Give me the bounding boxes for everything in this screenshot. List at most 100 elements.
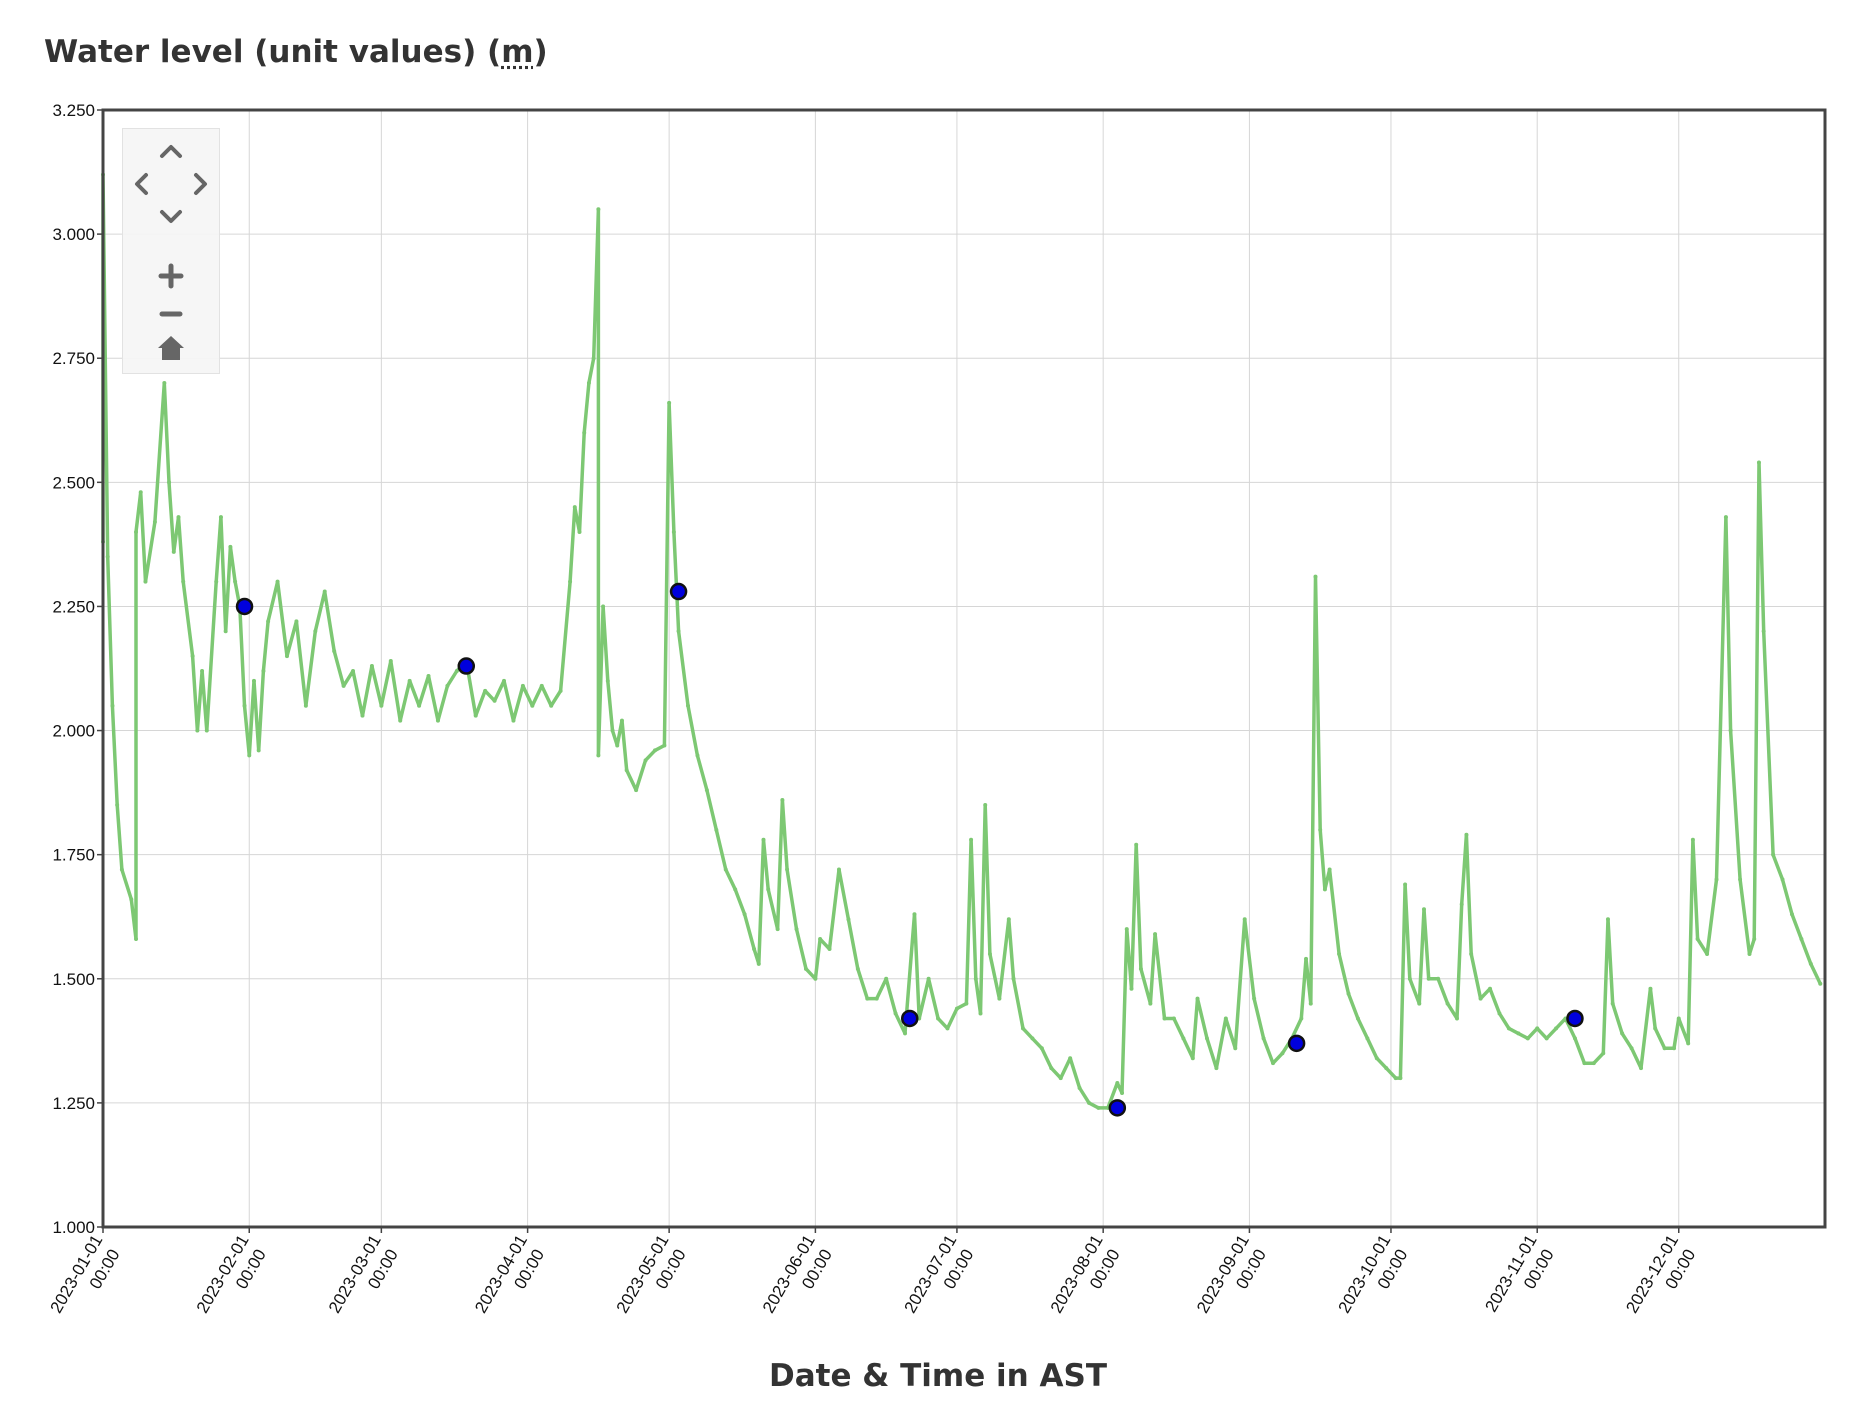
data-point	[1327, 867, 1332, 872]
data-point	[1096, 1105, 1101, 1110]
data-point	[1365, 1036, 1370, 1041]
data-point	[874, 996, 879, 1001]
data-point	[530, 703, 535, 708]
data-point	[1308, 1001, 1313, 1006]
field-measurement-marker	[1287, 1034, 1306, 1053]
data-point	[502, 678, 507, 683]
pan-up-button[interactable]	[156, 137, 186, 167]
y-tick-label: 3.250	[52, 101, 95, 120]
data-point	[417, 703, 422, 708]
data-point	[360, 713, 365, 718]
data-point	[1771, 852, 1776, 857]
data-point	[1728, 728, 1733, 733]
data-point	[780, 798, 785, 803]
data-point	[1039, 1046, 1044, 1051]
data-point	[1204, 1036, 1209, 1041]
data-point	[1322, 887, 1327, 892]
home-icon	[158, 336, 184, 360]
data-point	[775, 927, 780, 932]
data-point	[1478, 996, 1483, 1001]
data-point	[1280, 1051, 1285, 1056]
data-point	[200, 668, 205, 673]
data-point	[572, 505, 577, 510]
data-point	[176, 515, 181, 520]
data-point	[785, 867, 790, 872]
data-point	[1171, 1016, 1176, 1021]
data-point	[596, 753, 601, 758]
data-point	[266, 619, 271, 624]
data-point	[294, 619, 299, 624]
data-point	[1752, 937, 1757, 942]
data-point	[983, 803, 988, 808]
data-point	[1601, 1051, 1606, 1056]
data-point	[195, 728, 200, 733]
data-point	[686, 703, 691, 708]
data-point	[596, 207, 601, 212]
zoom-out-button[interactable]	[156, 299, 186, 329]
data-point	[1738, 877, 1743, 882]
data-point	[1672, 1046, 1677, 1051]
plot-frame	[101, 108, 1827, 1229]
data-point	[1629, 1046, 1634, 1051]
data-point	[369, 664, 374, 669]
data-point	[836, 867, 841, 872]
data-point	[1591, 1061, 1596, 1066]
data-point	[615, 743, 620, 748]
data-point	[624, 768, 629, 773]
data-point	[619, 718, 624, 723]
data-point	[855, 966, 860, 971]
pan-right-button[interactable]	[185, 169, 215, 199]
data-point	[1058, 1076, 1063, 1081]
data-point	[1789, 912, 1794, 917]
pan-down-button[interactable]	[156, 201, 186, 231]
data-point	[407, 678, 412, 683]
data-point	[1214, 1066, 1219, 1071]
data-point	[1398, 1076, 1403, 1081]
zoom-in-button[interactable]	[156, 261, 186, 291]
data-point	[704, 788, 709, 793]
data-point	[926, 976, 931, 981]
data-point	[818, 937, 823, 942]
data-point	[228, 544, 233, 549]
data-point	[435, 718, 440, 723]
zoom-reset-button[interactable]	[156, 333, 186, 363]
data-point	[256, 748, 261, 753]
data-point	[454, 668, 459, 673]
data-point	[954, 1006, 959, 1011]
chart-title: Water level (unit values) (m)	[44, 34, 548, 70]
data-point	[1115, 1081, 1120, 1086]
data-point	[1554, 1026, 1559, 1031]
data-point	[1162, 1016, 1167, 1021]
data-point	[643, 758, 648, 763]
data-point	[1525, 1036, 1530, 1041]
data-point	[803, 966, 808, 971]
data-point	[204, 728, 209, 733]
data-point	[119, 867, 124, 872]
data-point	[1403, 882, 1408, 887]
data-point	[181, 579, 186, 584]
data-point	[1355, 1016, 1360, 1021]
data-point	[1459, 902, 1464, 907]
water-level-line	[101, 172, 1823, 1110]
data-point	[676, 629, 681, 634]
data-point	[752, 946, 757, 951]
data-point	[1417, 1001, 1422, 1006]
data-point	[134, 529, 139, 534]
data-point	[1148, 1001, 1153, 1006]
data-point	[667, 400, 672, 405]
data-point	[1006, 917, 1011, 922]
data-point	[586, 381, 591, 386]
chevron-up-icon	[160, 145, 182, 158]
pan-left-button[interactable]	[127, 169, 157, 199]
data-point	[1313, 574, 1318, 579]
field-measurement-marker	[669, 582, 688, 601]
x-axis-title: Date & Time in AST	[769, 1358, 1107, 1394]
data-point	[322, 589, 327, 594]
data-point	[1714, 877, 1719, 882]
data-point	[964, 1001, 969, 1006]
data-point	[1572, 1036, 1577, 1041]
